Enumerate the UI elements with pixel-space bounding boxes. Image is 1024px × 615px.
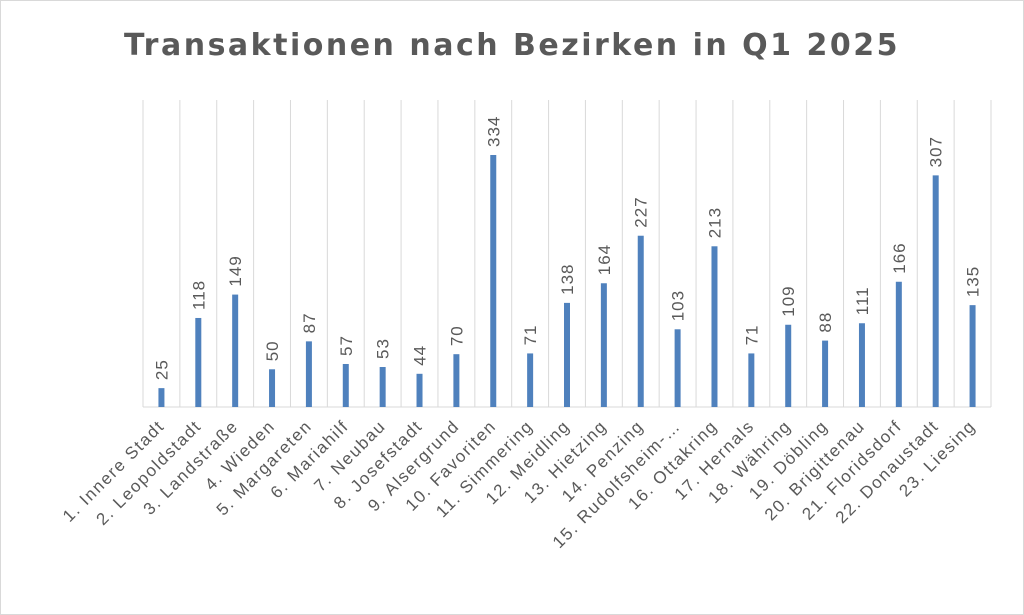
data-label: 53 [374,338,393,359]
data-label: 109 [779,285,798,316]
data-label: 138 [558,264,577,295]
data-label: 118 [189,280,208,310]
data-label: 227 [632,196,651,227]
data-label: 44 [411,345,430,366]
data-label: 57 [337,335,356,356]
bar [674,329,681,407]
bar [858,323,865,407]
data-label: 111 [853,286,872,315]
data-label: 149 [226,255,245,286]
bar [637,235,644,407]
bar [379,367,386,407]
data-label: 87 [300,312,319,333]
bar [711,246,718,407]
bar [269,369,276,407]
data-label: 50 [263,340,282,361]
data-label: 166 [890,242,909,273]
bar [785,324,792,407]
bar [748,353,755,407]
data-label: 164 [595,244,614,275]
bar [564,302,570,407]
bar [195,317,202,407]
data-label: 88 [816,312,835,333]
chart-title: Transaktionen nach Bezirken in Q1 2025 [124,28,900,63]
data-label: 307 [927,136,946,167]
data-label: 25 [152,359,171,380]
bar [527,353,534,407]
data-label: 70 [447,325,466,346]
data-label: 103 [669,290,688,321]
data-label: 71 [742,325,761,346]
data-label: 71 [521,325,540,346]
bar [895,281,902,407]
data-label: 334 [484,116,503,147]
bar [932,175,939,407]
bar [158,388,165,407]
data-label: 135 [964,266,983,297]
bar [232,294,239,407]
data-label: 213 [705,207,724,238]
bar [453,354,460,407]
bar [342,363,349,407]
bar [822,340,829,407]
bar [969,305,976,407]
bar [416,373,423,407]
bar [600,283,607,407]
bar [490,154,497,407]
bar [305,341,312,407]
